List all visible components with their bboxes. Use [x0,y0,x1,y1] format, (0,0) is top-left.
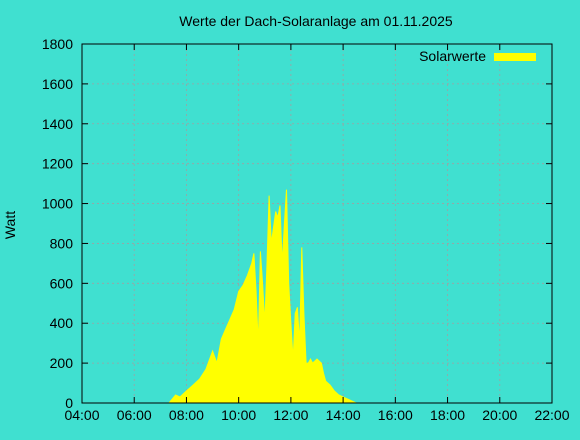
y-tick-label: 1400 [42,116,73,132]
chart-title: Werte der Dach-Solaranlage am 01.11.2025 [179,13,453,29]
axis-ticks: 04:00 06:00 08:00 10:00 12:00 14:00 16:00 18:00… [42,36,570,423]
legend-label: Solarwerte [419,48,486,64]
y-tick-label: 0 [65,395,73,411]
x-tick-label: 12:00 [273,407,308,423]
x-tick-label: 14:00 [326,407,361,423]
y-tick-label: 600 [50,275,74,291]
plot-border [81,43,553,404]
x-tick-label: 08:00 [169,407,204,423]
series-area [167,189,378,404]
y-tick-label: 1200 [42,156,73,172]
y-tick-label: 800 [50,235,74,251]
x-tick-label: 18:00 [430,407,465,423]
y-tick-label: 200 [50,355,74,371]
x-tick-label: 04:00 [64,407,99,423]
x-tick-label: 06:00 [117,407,152,423]
y-axis-label: Watt [2,211,18,239]
x-tick-label: 16:00 [378,407,413,423]
y-tick-label: 1800 [42,36,73,52]
y-tick-label: 1000 [42,196,73,212]
solar-area-series [167,189,378,404]
x-tick-label: 22:00 [534,407,569,423]
y-tick-label: 400 [50,315,74,331]
x-tick-label: 10:00 [221,407,256,423]
legend-swatch [494,53,536,61]
x-tick-label: 20:00 [482,407,517,423]
legend: Solarwerte [419,48,536,64]
y-tick-label: 1600 [42,76,73,92]
